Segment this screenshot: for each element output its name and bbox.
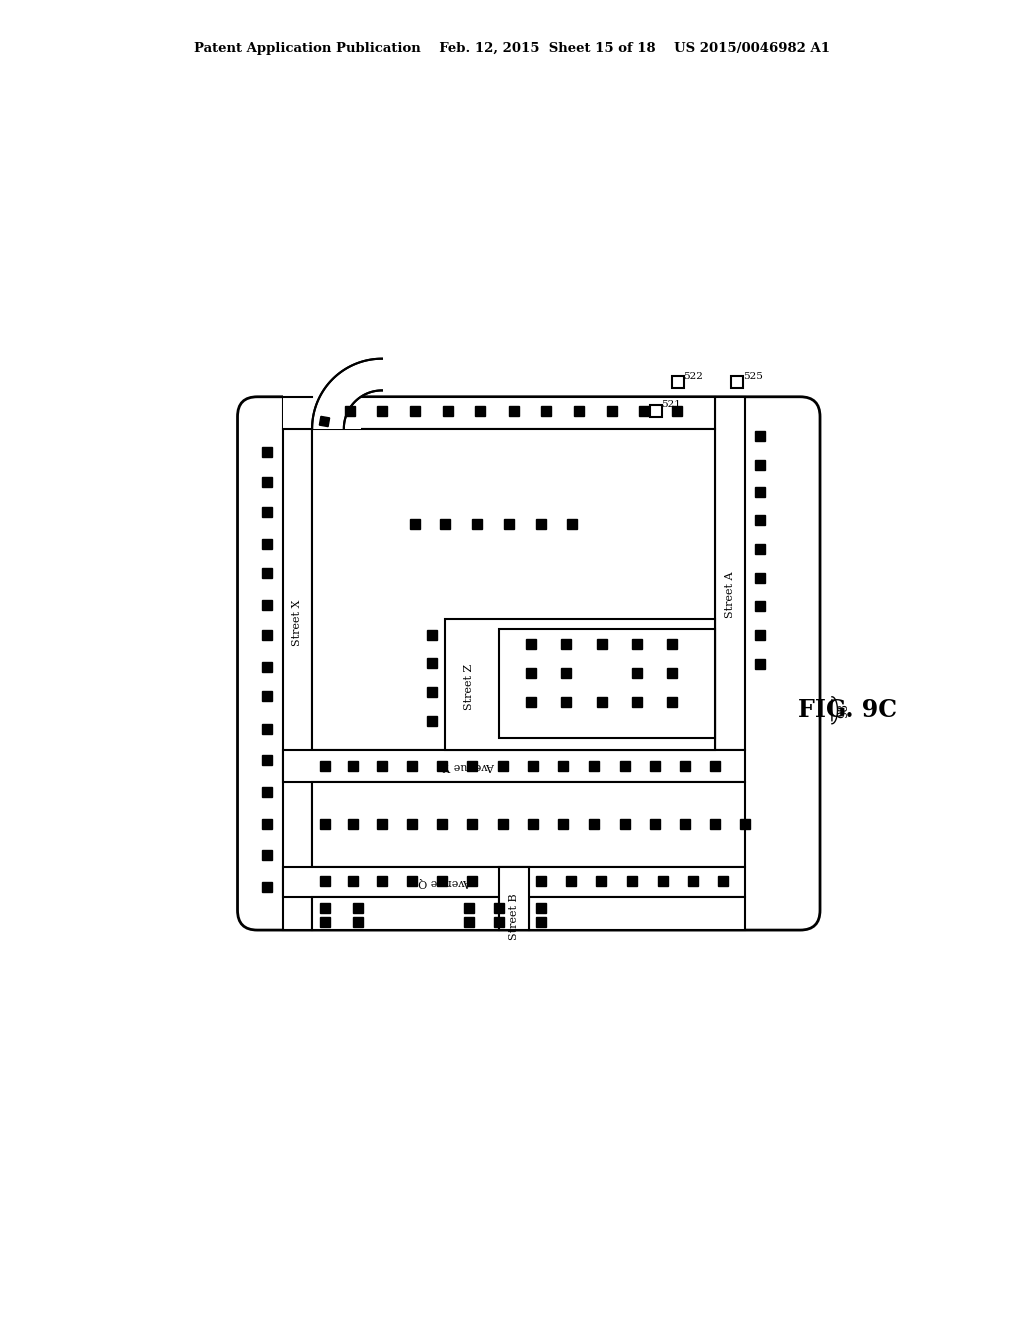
Text: Street B: Street B	[509, 894, 519, 940]
Bar	[312, 397, 715, 429]
Bar	[283, 397, 312, 931]
Text: 521: 521	[662, 400, 681, 409]
Bar	[283, 867, 745, 896]
Text: 522: 522	[684, 372, 703, 380]
Text: Street X: Street X	[293, 599, 302, 645]
Text: Patent Application Publication    Feb. 12, 2015  Sheet 15 of 18    US 2015/00469: Patent Application Publication Feb. 12, …	[194, 42, 830, 55]
FancyBboxPatch shape	[238, 397, 820, 931]
Bar	[312, 896, 500, 931]
Bar	[312, 429, 715, 750]
Bar	[445, 619, 715, 750]
Text: Avenue Y: Avenue Y	[443, 760, 496, 771]
Bar	[715, 397, 745, 750]
Text: Street A: Street A	[725, 572, 735, 619]
Bar	[500, 628, 715, 738]
Bar	[500, 867, 528, 931]
Bar	[283, 351, 360, 429]
Bar	[312, 781, 745, 867]
Bar	[528, 896, 745, 931]
Text: Street Z: Street Z	[464, 664, 474, 710]
Text: 525: 525	[743, 372, 763, 380]
Text: Avenue Q: Avenue Q	[419, 876, 472, 887]
Polygon shape	[312, 359, 382, 429]
Text: 98: 98	[838, 702, 851, 718]
Text: FIG. 9C: FIG. 9C	[798, 698, 896, 722]
Bar	[283, 750, 745, 781]
